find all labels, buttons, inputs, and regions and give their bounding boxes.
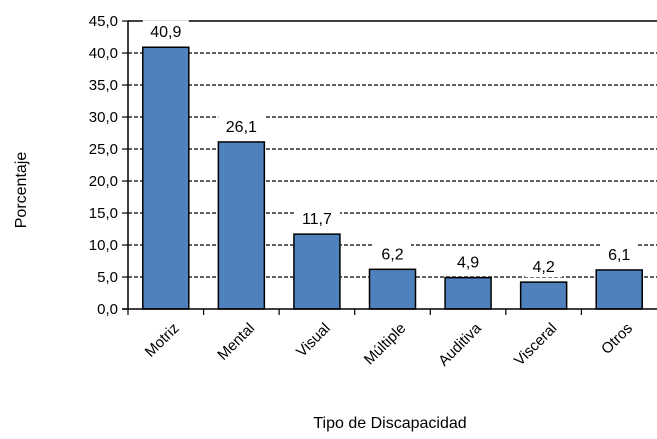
x-category-label: Visceral xyxy=(511,320,561,370)
data-label: 11,7 xyxy=(302,211,332,228)
x-category-label: Otros xyxy=(598,320,636,358)
data-label: 40,9 xyxy=(150,24,181,41)
y-axis-title: Porcentaje xyxy=(13,152,30,229)
bar-motriz xyxy=(142,46,190,310)
x-category-labels: Motriz Mental Visual Múltiple Auditiva Viscer… xyxy=(142,319,636,369)
data-label-backdrop xyxy=(142,20,189,43)
data-label-backdrop xyxy=(525,255,563,278)
data-label: 6,2 xyxy=(381,246,403,263)
x-category-label: Visual xyxy=(293,320,334,361)
x-category-label: Múltiple xyxy=(361,320,410,369)
y-tick-label: 25,0 xyxy=(89,141,118,158)
y-tick-label: 40,0 xyxy=(89,45,118,62)
y-tick-label: 0,0 xyxy=(97,301,118,318)
data-label: 4,9 xyxy=(457,255,479,272)
data-label-backdrop xyxy=(449,250,487,273)
bar-múltiple xyxy=(368,268,417,310)
x-category-label: Auditiva xyxy=(435,319,485,369)
y-tick-label: 5,0 xyxy=(97,269,118,286)
data-label-backdrop xyxy=(293,207,340,230)
y-tick-label: 15,0 xyxy=(89,205,118,222)
bar-otros xyxy=(595,269,643,310)
data-label-backdrop xyxy=(374,242,411,265)
y-tick-labels: 0,0 5,0 10,0 15,0 20,0 25,0 30,0 35,0 40,0 45,0 xyxy=(89,13,118,318)
data-label: 4,2 xyxy=(533,259,555,276)
bar-mental xyxy=(217,141,266,310)
bar-auditiva xyxy=(444,276,492,310)
y-tick-label: 20,0 xyxy=(89,173,118,190)
bar-visceral xyxy=(519,281,568,310)
data-label-backdrop xyxy=(600,242,638,265)
data-label-backdrop xyxy=(218,114,265,137)
data-label: 26,1 xyxy=(226,119,257,136)
x-axis-title: Tipo de Discapacidad xyxy=(313,415,466,432)
data-label: 6,1 xyxy=(608,247,630,264)
axes xyxy=(122,20,657,315)
y-tick-label: 30,0 xyxy=(89,109,118,126)
gridlines xyxy=(128,20,657,278)
data-labels: 40,9 26,1 11,7 6,2 4,9 4,2 6,1 xyxy=(142,20,638,278)
x-category-label: Motriz xyxy=(142,320,183,361)
bars xyxy=(142,46,643,310)
y-tick-label: 10,0 xyxy=(89,237,118,254)
x-category-label: Mental xyxy=(214,320,258,364)
y-tick-label: 45,0 xyxy=(89,13,118,30)
bar-visual xyxy=(293,233,341,310)
y-tick-label: 35,0 xyxy=(89,77,118,94)
